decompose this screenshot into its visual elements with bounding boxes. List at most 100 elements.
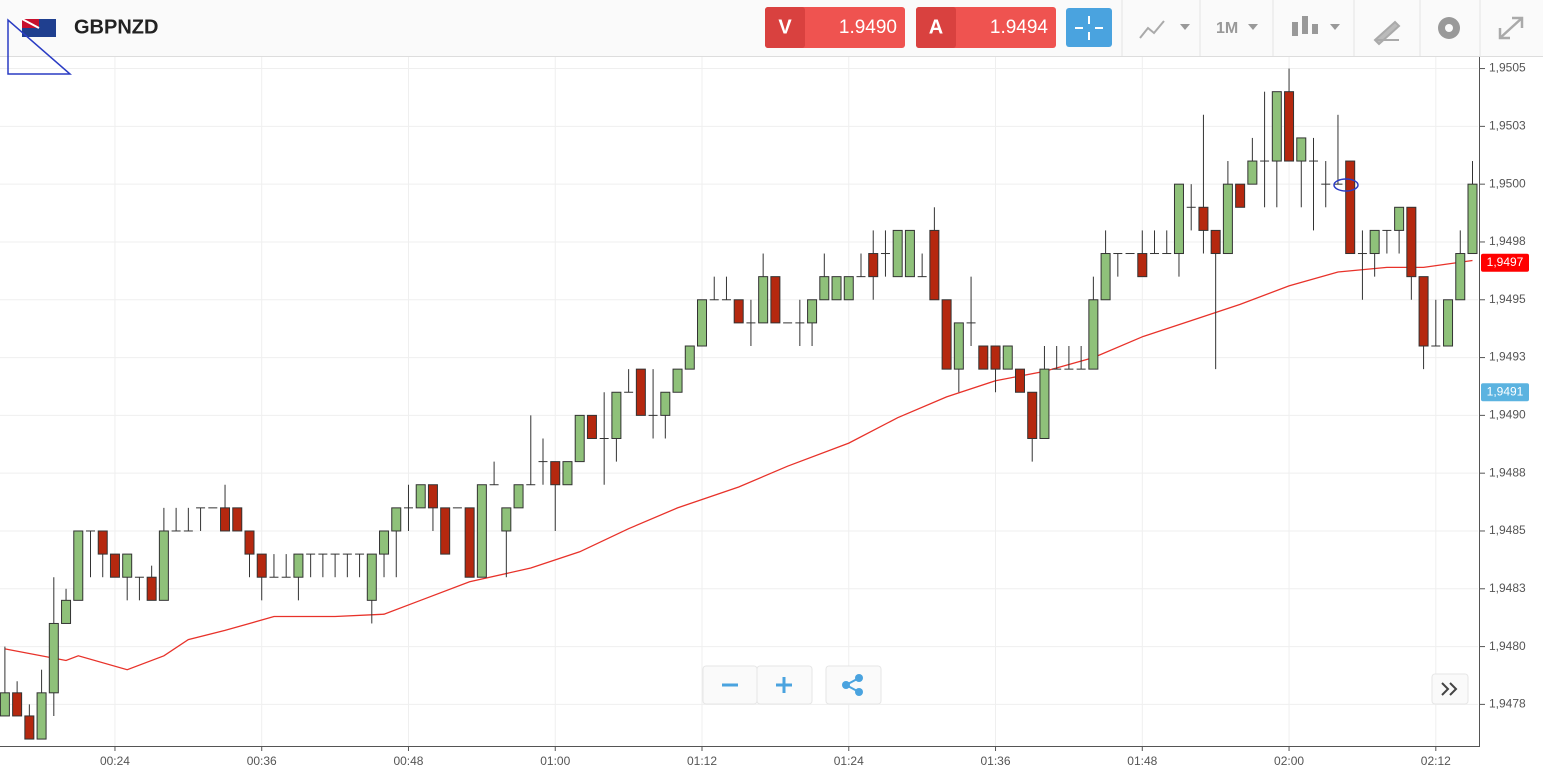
y-tick-label: 1,9488 [1489, 465, 1526, 479]
x-tick-label: 00:24 [100, 754, 130, 768]
price-tag-label: 1,9491 [1487, 384, 1524, 398]
chart-type-button[interactable] [1139, 20, 1190, 39]
buy-label: A [929, 16, 943, 38]
candle-body [97, 530, 108, 555]
candle-body [427, 484, 438, 509]
crosshair-button[interactable] [1066, 8, 1112, 47]
y-tick-label: 1,9480 [1489, 639, 1526, 653]
candle-body [1418, 276, 1429, 347]
candle-body [892, 229, 903, 278]
candle-body [1198, 206, 1209, 231]
candle-body [1100, 253, 1111, 301]
drawing-ellipse [1333, 178, 1359, 192]
candle-body [1455, 253, 1466, 301]
candle-body [366, 553, 377, 601]
price-tag [1481, 253, 1529, 272]
zoom-in-button[interactable] [756, 665, 813, 705]
toolbar-separators [1121, 0, 1481, 56]
candle-body [1039, 368, 1050, 439]
buy-button[interactable]: A 1.9494 [916, 7, 1056, 48]
candle-body [819, 276, 830, 301]
candle-body [550, 461, 561, 486]
candle-body [415, 484, 426, 509]
draw-button[interactable] [1373, 20, 1401, 46]
y-tick-label: 1,9503 [1489, 119, 1526, 133]
sell-price: 1.9490 [839, 17, 897, 38]
candle-body [12, 692, 23, 717]
candle-body [232, 507, 243, 532]
y-tick-label: 1,9478 [1489, 697, 1526, 711]
candle-body [464, 507, 475, 578]
fullscreen-button[interactable] [1498, 16, 1524, 40]
candle-body [758, 276, 769, 324]
x-tick-label: 00:36 [247, 754, 277, 768]
x-tick-label: 01:00 [540, 754, 570, 768]
x-tick-label: 01:24 [834, 754, 864, 768]
candle-body [256, 553, 267, 578]
zoom-out-button[interactable] [702, 665, 758, 705]
candle-body [770, 276, 781, 324]
timeframe-button[interactable]: 1M [1216, 20, 1258, 37]
drawing-triangle [7, 18, 73, 75]
candle-body [868, 253, 879, 278]
candle-body [1271, 91, 1282, 162]
moving-average-line [4, 259, 1473, 671]
x-tick-label: 02:12 [1421, 754, 1451, 768]
candle-body [0, 692, 10, 717]
candle-body [611, 391, 622, 439]
scroll-end-button[interactable] [1431, 673, 1469, 705]
candle-body [220, 507, 231, 532]
candle-body [1235, 183, 1246, 208]
sell-label: V [778, 16, 792, 38]
candle-body [697, 299, 708, 347]
candle-body [1406, 206, 1417, 278]
x-tick-label: 01:36 [981, 754, 1011, 768]
candle-body [146, 576, 157, 601]
candle-body [843, 276, 854, 301]
x-tick-label: 01:12 [687, 754, 717, 768]
sell-button[interactable]: V 1.9490 [765, 7, 905, 48]
candle-body [1345, 160, 1356, 255]
y-tick-label: 1,9498 [1489, 234, 1526, 248]
share-button[interactable] [825, 665, 882, 705]
candle-body [574, 414, 585, 463]
candle-body [660, 391, 671, 416]
candle-body [1014, 368, 1025, 393]
candles-button[interactable] [1292, 16, 1340, 36]
x-tick-label: 02:00 [1274, 754, 1304, 768]
candle-body [1247, 160, 1258, 185]
candle-body [293, 553, 304, 578]
candle-body [379, 530, 390, 555]
candle-body [1467, 183, 1478, 255]
candle-body [440, 507, 451, 555]
buy-price: 1.9494 [990, 17, 1049, 38]
flag [21, 18, 56, 37]
price-tag-label: 1,9497 [1487, 255, 1524, 269]
candle-body [1002, 345, 1013, 370]
candle-body [904, 229, 915, 278]
candle-body [391, 507, 402, 532]
candle-body [831, 276, 842, 301]
candle-body [158, 530, 169, 601]
symbol: GBPNZD [74, 16, 158, 38]
candle-body [24, 715, 35, 740]
candle-body [990, 345, 1001, 370]
candle-body [1173, 183, 1184, 255]
candle-body [1027, 391, 1038, 439]
y-tick-label: 1,9505 [1489, 61, 1526, 75]
candle-body [1210, 229, 1221, 255]
y-tick-label: 1,9490 [1489, 408, 1526, 422]
price-tag [1481, 383, 1529, 402]
candle-body [684, 345, 695, 370]
y-tick-label: 1,9493 [1489, 350, 1526, 364]
timeframe: 1M [1216, 20, 1238, 37]
candle-body [1137, 253, 1148, 278]
y-tick-label: 1,9495 [1489, 292, 1526, 306]
y-tick-label: 1,9485 [1489, 523, 1526, 537]
candle-body [672, 368, 683, 393]
axes: 1,9505 1,9503 1,9500 1,9498 1,9495 1,9493 1,94… [0, 57, 1529, 768]
candle-body [36, 692, 47, 740]
settings-button[interactable] [1438, 17, 1460, 39]
